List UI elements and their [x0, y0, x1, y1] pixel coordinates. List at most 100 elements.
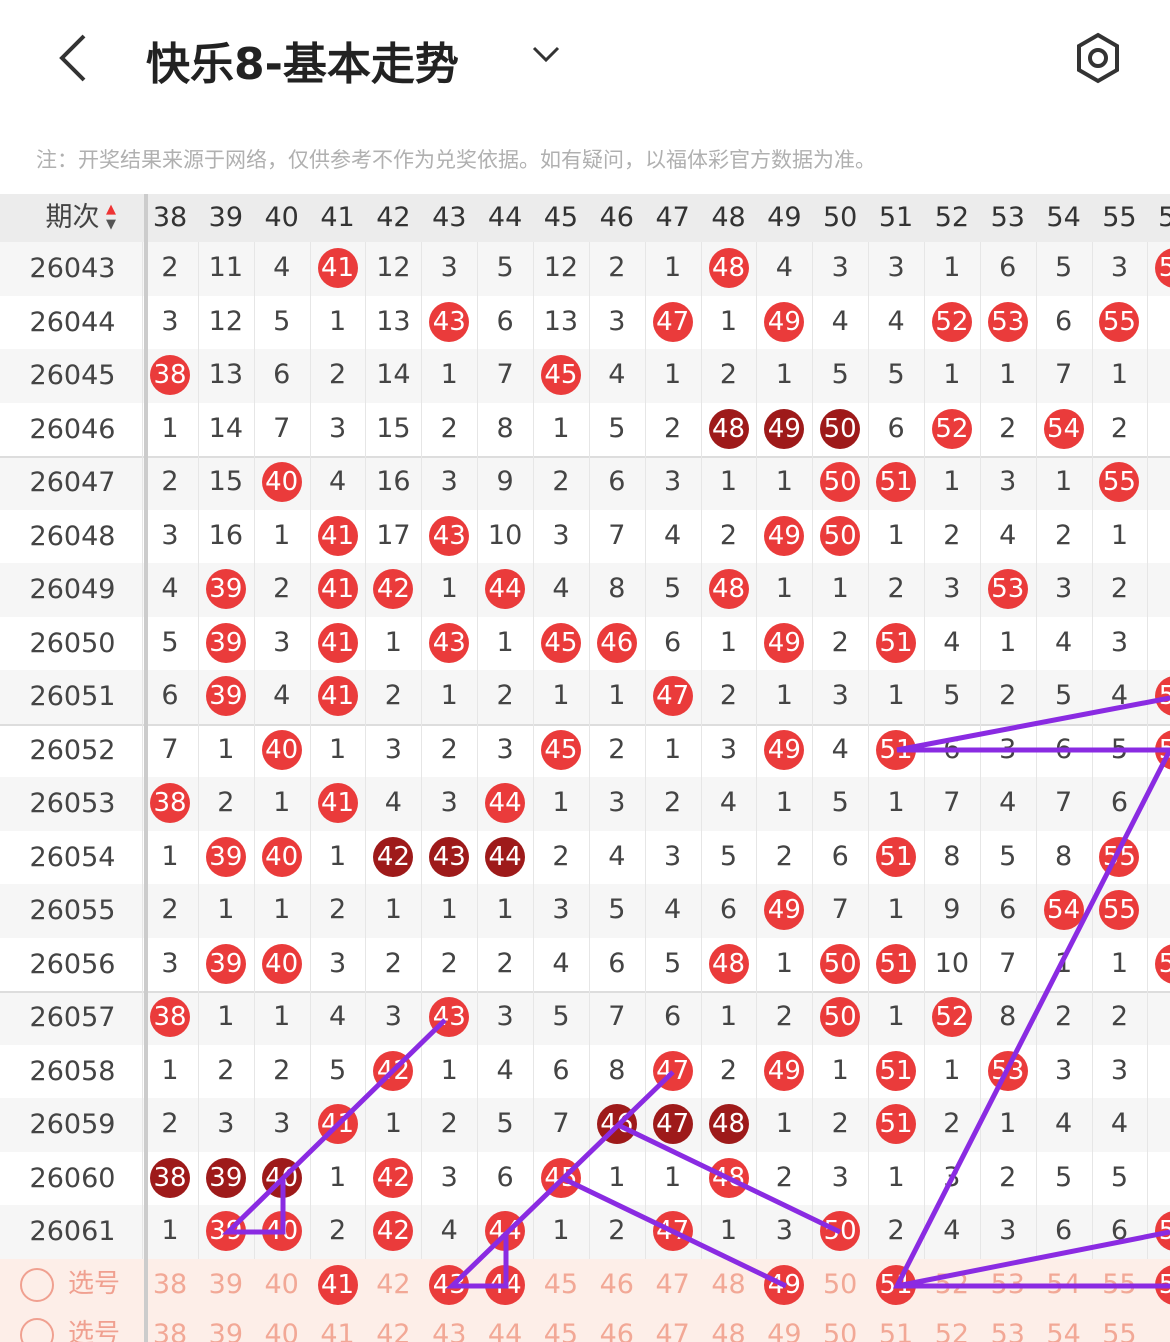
number-ball: 51	[876, 1050, 917, 1091]
number-ball: 49	[764, 515, 805, 556]
miss-count: 3	[440, 1161, 458, 1193]
select-number: 54	[1046, 1318, 1081, 1342]
number-ball: 44	[485, 569, 526, 609]
miss-count: 4	[273, 680, 291, 711]
row-bg	[0, 509, 1170, 563]
grid-line	[365, 670, 367, 724]
column-header: 41	[320, 202, 355, 233]
number-ball: 41	[317, 1104, 358, 1144]
back-button[interactable]	[50, 30, 94, 86]
miss-count: 4	[1055, 626, 1073, 658]
grid-line	[1147, 991, 1149, 1045]
grid-line	[309, 884, 311, 938]
grid-line	[197, 402, 199, 456]
grid-line	[365, 830, 367, 884]
miss-count: 2	[719, 519, 738, 551]
miss-count: 3	[328, 412, 347, 444]
miss-count: 2	[552, 466, 570, 497]
miss-count: 1	[552, 1215, 570, 1246]
grid-line	[588, 777, 590, 831]
miss-count: 4	[328, 466, 347, 497]
grid-line	[1091, 884, 1093, 938]
miss-count: 8	[608, 1054, 626, 1086]
grid-line	[533, 830, 535, 884]
miss-count: 1	[719, 626, 738, 658]
grid-line	[1035, 563, 1037, 617]
miss-count: 2	[1110, 573, 1129, 604]
grid-line	[700, 937, 702, 991]
miss-count: 1	[217, 1001, 235, 1032]
number-ball: 49	[764, 729, 805, 770]
miss-count: 4	[664, 519, 682, 551]
miss-count: 2	[831, 626, 849, 658]
miss-count: 3	[217, 1108, 235, 1139]
miss-count: 1	[1110, 947, 1129, 979]
number-ball: 43	[429, 301, 470, 342]
radio[interactable]	[20, 1267, 54, 1302]
miss-count: 4	[328, 1001, 347, 1032]
number-ball: 51	[876, 729, 917, 770]
grid-line	[1147, 295, 1149, 349]
miss-count: 1	[775, 1108, 793, 1139]
grid-line	[253, 402, 255, 456]
miss-count: 2	[1110, 412, 1129, 444]
number-ball: 45	[540, 622, 581, 663]
trend-table: 期次 ▲ ▼ 38 39 40 41 42 43 44 45 46 47 48 49 50 51 52 53 54 55…	[0, 194, 1170, 1342]
settings-button[interactable]	[1072, 30, 1124, 86]
grid-line	[868, 295, 870, 349]
grid-line	[309, 349, 311, 403]
grid-line	[421, 991, 423, 1045]
radio[interactable]	[20, 1317, 54, 1342]
number-ball: 55	[1099, 462, 1140, 502]
grid-line	[644, 670, 646, 724]
grid-line	[868, 670, 870, 724]
select-number: 51	[878, 1318, 914, 1342]
select-number: 50	[823, 1268, 858, 1300]
miss-count: 3	[161, 305, 179, 337]
grid-line	[142, 1098, 144, 1152]
miss-count: 6	[496, 1161, 514, 1193]
miss-count: 1	[384, 626, 402, 658]
column-header: 56	[1158, 202, 1170, 233]
select-number: 48	[711, 1268, 746, 1300]
grid-line	[477, 456, 479, 510]
miss-count: 5	[1055, 1161, 1073, 1193]
miss-count: 4	[1110, 1108, 1129, 1139]
grid-line	[533, 937, 535, 991]
grid-line	[477, 884, 479, 938]
miss-count: 5	[664, 573, 682, 604]
grid-line	[309, 616, 311, 670]
number-ball: 51	[876, 943, 917, 984]
number-ball: 39	[205, 1211, 246, 1251]
select-number: 53	[990, 1268, 1025, 1300]
grid-line	[812, 670, 814, 724]
number-ball: 49	[764, 1050, 805, 1091]
grid-line	[588, 456, 590, 510]
miss-count: 2	[552, 840, 570, 872]
dropdown-toggle[interactable]	[530, 44, 562, 66]
grid-line	[644, 1098, 646, 1152]
miss-count: 2	[161, 1108, 179, 1139]
grid-line	[533, 563, 535, 617]
miss-count: 2	[440, 733, 458, 765]
grid-line	[477, 295, 479, 349]
select-number: 42	[376, 1318, 411, 1342]
miss-count: 8	[608, 573, 626, 604]
miss-count: 4	[384, 787, 402, 818]
miss-count: 2	[161, 894, 179, 925]
miss-count: 6	[273, 359, 291, 390]
miss-count: 3	[664, 466, 682, 497]
miss-count: 3	[1055, 1054, 1073, 1086]
number-ball: 44	[485, 1264, 526, 1305]
grid-line	[309, 456, 311, 510]
grid-line	[197, 777, 199, 831]
grid-line	[812, 242, 814, 296]
miss-count: 1	[1055, 466, 1073, 497]
miss-count: 7	[273, 412, 291, 444]
disclaimer: 注：开奖结果来源于网络，仅供参考不作为兑奖依据。如有疑问，以福体彩官方数据为准。	[36, 148, 876, 172]
miss-count: 7	[608, 519, 626, 551]
select-number: 41	[320, 1318, 355, 1342]
grid-line	[533, 242, 535, 296]
number-ball: 49	[764, 408, 805, 449]
miss-count: 2	[775, 1161, 793, 1193]
